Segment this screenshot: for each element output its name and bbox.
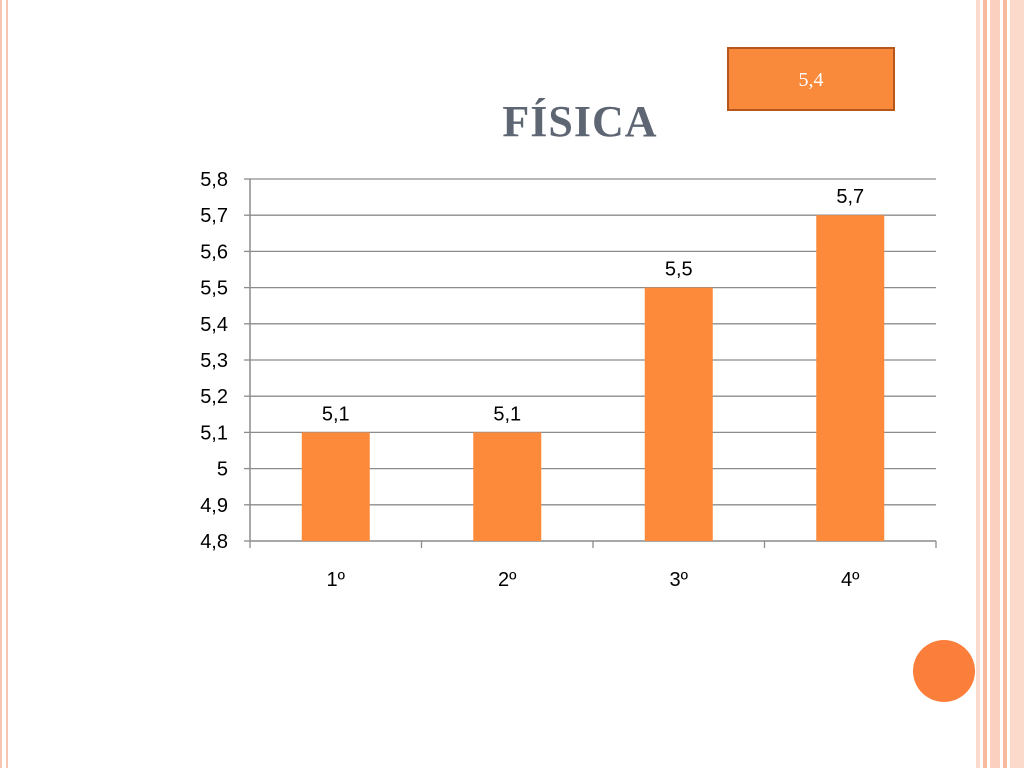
y-tick-label: 5,2 [200, 386, 228, 408]
left-decorative-stripe [0, 0, 10, 768]
x-tick-label: 3º [670, 569, 689, 591]
left-stripe-line [6, 0, 8, 768]
bar-3 [644, 287, 713, 541]
right-stripe [990, 0, 1000, 768]
right-decorative-stripes [976, 0, 1024, 768]
bar-1 [301, 432, 370, 541]
y-tick-label: 4,9 [200, 495, 228, 517]
bar-2 [473, 432, 542, 541]
right-stripe [976, 0, 980, 768]
left-stripe-line [0, 0, 2, 768]
data-label: 5,1 [493, 403, 521, 425]
orange-circle-decoration [913, 640, 975, 702]
x-tick-label: 1º [327, 569, 346, 591]
y-tick-label: 5,3 [200, 350, 228, 372]
right-stripe [983, 0, 987, 768]
average-badge-value: 5,4 [798, 69, 824, 91]
data-label: 5,1 [322, 403, 350, 425]
y-tick-label: 5,5 [200, 278, 228, 300]
right-stripe [1010, 0, 1024, 768]
y-tick-label: 5,4 [200, 314, 228, 336]
right-stripe [1003, 0, 1007, 768]
y-tick-label: 5,1 [200, 422, 228, 444]
x-tick-label: 4º [841, 569, 860, 591]
slide-title: FÍSICA [502, 97, 658, 146]
y-tick-label: 5 [217, 459, 228, 481]
y-tick-label: 4,8 [200, 531, 228, 553]
x-tick-label: 2º [498, 569, 517, 591]
y-tick-label: 5,8 [200, 169, 228, 191]
data-label: 5,5 [665, 259, 693, 281]
y-tick-label: 5,7 [200, 205, 228, 227]
data-label: 5,7 [836, 186, 864, 208]
y-tick-label: 5,6 [200, 241, 228, 263]
bar-4 [816, 215, 885, 541]
average-badge: 5,4 [727, 47, 895, 111]
